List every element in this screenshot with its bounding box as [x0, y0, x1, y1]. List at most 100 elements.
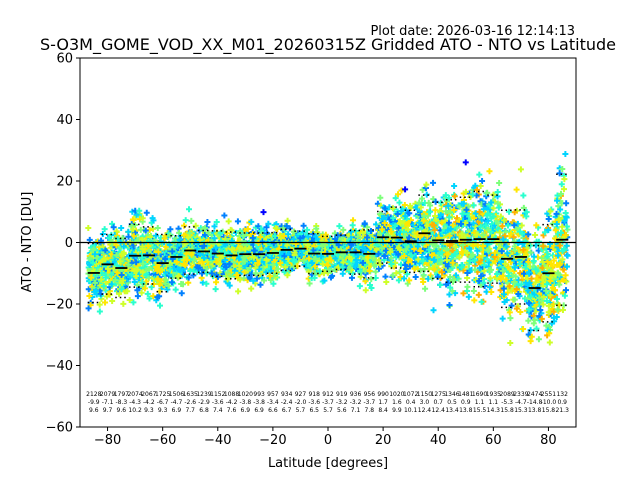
scatter-point — [172, 235, 179, 242]
scatter-point — [187, 267, 194, 274]
bin-count-label: 934 — [281, 391, 293, 398]
scatter-point — [484, 189, 491, 196]
scatter-point — [128, 271, 135, 278]
bin-mean-label: 0.9 — [461, 399, 471, 406]
scatter-point — [132, 229, 139, 236]
scatter-point — [141, 285, 148, 292]
bin-std-label: 9.6 — [89, 407, 99, 414]
bin-mean-label: -2.0 — [295, 399, 307, 406]
bin-std-label: 14.3 — [487, 407, 501, 414]
scatter-point — [563, 200, 570, 207]
scatter-point — [150, 217, 157, 224]
scatter-point — [181, 222, 188, 229]
scatter-point — [188, 251, 195, 258]
scatter-point — [175, 272, 182, 279]
scatter-point — [114, 269, 121, 276]
scatter-point — [134, 282, 141, 289]
scatter-point — [87, 302, 94, 309]
y-tick-label: 20 — [56, 175, 73, 190]
bin-count-label: 956 — [364, 391, 376, 398]
bin-stats-labels: 2128-9.99.62079-7.19.71797-8.39.62074-4.… — [86, 391, 569, 414]
x-tick-label: 20 — [375, 433, 392, 448]
scatter-point — [237, 276, 244, 283]
bin-mean-label: -5.3 — [501, 399, 513, 406]
scatter-point — [221, 212, 228, 219]
scatter-point — [216, 261, 223, 268]
bin-mean-label: -3.7 — [322, 399, 334, 406]
bin-mean-label: -6.7 — [157, 399, 169, 406]
scatter-point — [192, 222, 199, 229]
bin-std-label: 7.4 — [213, 407, 223, 414]
bin-std-label: 5.7 — [296, 407, 306, 414]
scatter-point — [241, 268, 248, 275]
y-axis-label: ATO - NTO [DU] — [20, 192, 35, 293]
scatter-point — [201, 242, 208, 249]
scatter-point — [139, 245, 146, 252]
bin-mean-label: -2.6 — [184, 399, 196, 406]
scatter-point — [125, 233, 132, 240]
scatter-point — [222, 256, 229, 263]
scatter-point — [143, 209, 150, 216]
scatter-point — [167, 226, 174, 233]
scatter-point — [211, 235, 218, 242]
bin-count-label: 993 — [253, 391, 265, 398]
scatter-point — [96, 301, 103, 308]
scatter-point — [90, 259, 97, 266]
scatter-point — [86, 293, 93, 300]
scatter-point — [422, 285, 429, 292]
scatter-point — [118, 225, 125, 232]
scatter-point — [164, 286, 171, 293]
scatter-point — [131, 278, 138, 285]
bin-mean-label: 1.1 — [475, 399, 485, 406]
bin-mean-label: 0.4 — [406, 399, 416, 406]
scatter-point — [130, 226, 137, 233]
bin-mean-label: -2.4 — [281, 399, 293, 406]
scatter-point — [131, 267, 138, 274]
scatter-point — [139, 269, 146, 276]
scatter-point — [88, 274, 95, 281]
y-tick-label: −60 — [46, 421, 73, 436]
scatter-point — [144, 290, 151, 297]
bin-std-label: 7.8 — [365, 407, 375, 414]
scatter-point — [201, 254, 208, 261]
bin-count-label: 132 — [556, 391, 568, 398]
scatter-point — [253, 275, 260, 282]
scatter-point — [150, 293, 157, 300]
scatter-point — [532, 232, 539, 239]
scatter-point — [143, 272, 150, 279]
bin-std-label: 15.8 — [542, 407, 556, 414]
scatter-point — [176, 229, 183, 236]
scatter-point — [257, 281, 264, 288]
scatter-point — [513, 186, 520, 193]
scatter-point — [92, 279, 99, 286]
scatter-point — [139, 236, 146, 243]
scatter-point — [207, 251, 214, 258]
scatter-point — [132, 222, 139, 229]
scatter-point — [100, 283, 107, 290]
scatter-point — [248, 285, 255, 292]
scatter-point — [181, 232, 188, 239]
bin-count-label: 919 — [336, 391, 348, 398]
scatter-point — [146, 295, 153, 302]
scatter-point — [129, 216, 136, 223]
bin-mean-label: -4.2 — [143, 399, 155, 406]
scatter-point — [475, 291, 482, 298]
chart-title: S-O3M_GOME_VOD_XX_M01_20260315Z Gridded … — [40, 35, 616, 55]
scatter-point — [200, 258, 207, 265]
scatter-point — [154, 240, 161, 247]
scatter-point — [134, 293, 141, 300]
bin-std-label: 21.3 — [556, 407, 570, 414]
scatter-point — [139, 254, 146, 261]
bin-std-label: 6.6 — [268, 407, 278, 414]
bin-std-label: 9.9 — [392, 407, 402, 414]
scatter-point — [235, 288, 242, 295]
scatter-point — [126, 297, 133, 304]
bin-mean-label: -3.7 — [363, 399, 375, 406]
scatter-point — [112, 276, 119, 283]
scatter-point — [223, 264, 230, 271]
scatter-point — [471, 297, 478, 304]
scatter-point — [104, 265, 111, 272]
scatter-point — [136, 207, 143, 214]
scatter-point — [247, 275, 254, 282]
